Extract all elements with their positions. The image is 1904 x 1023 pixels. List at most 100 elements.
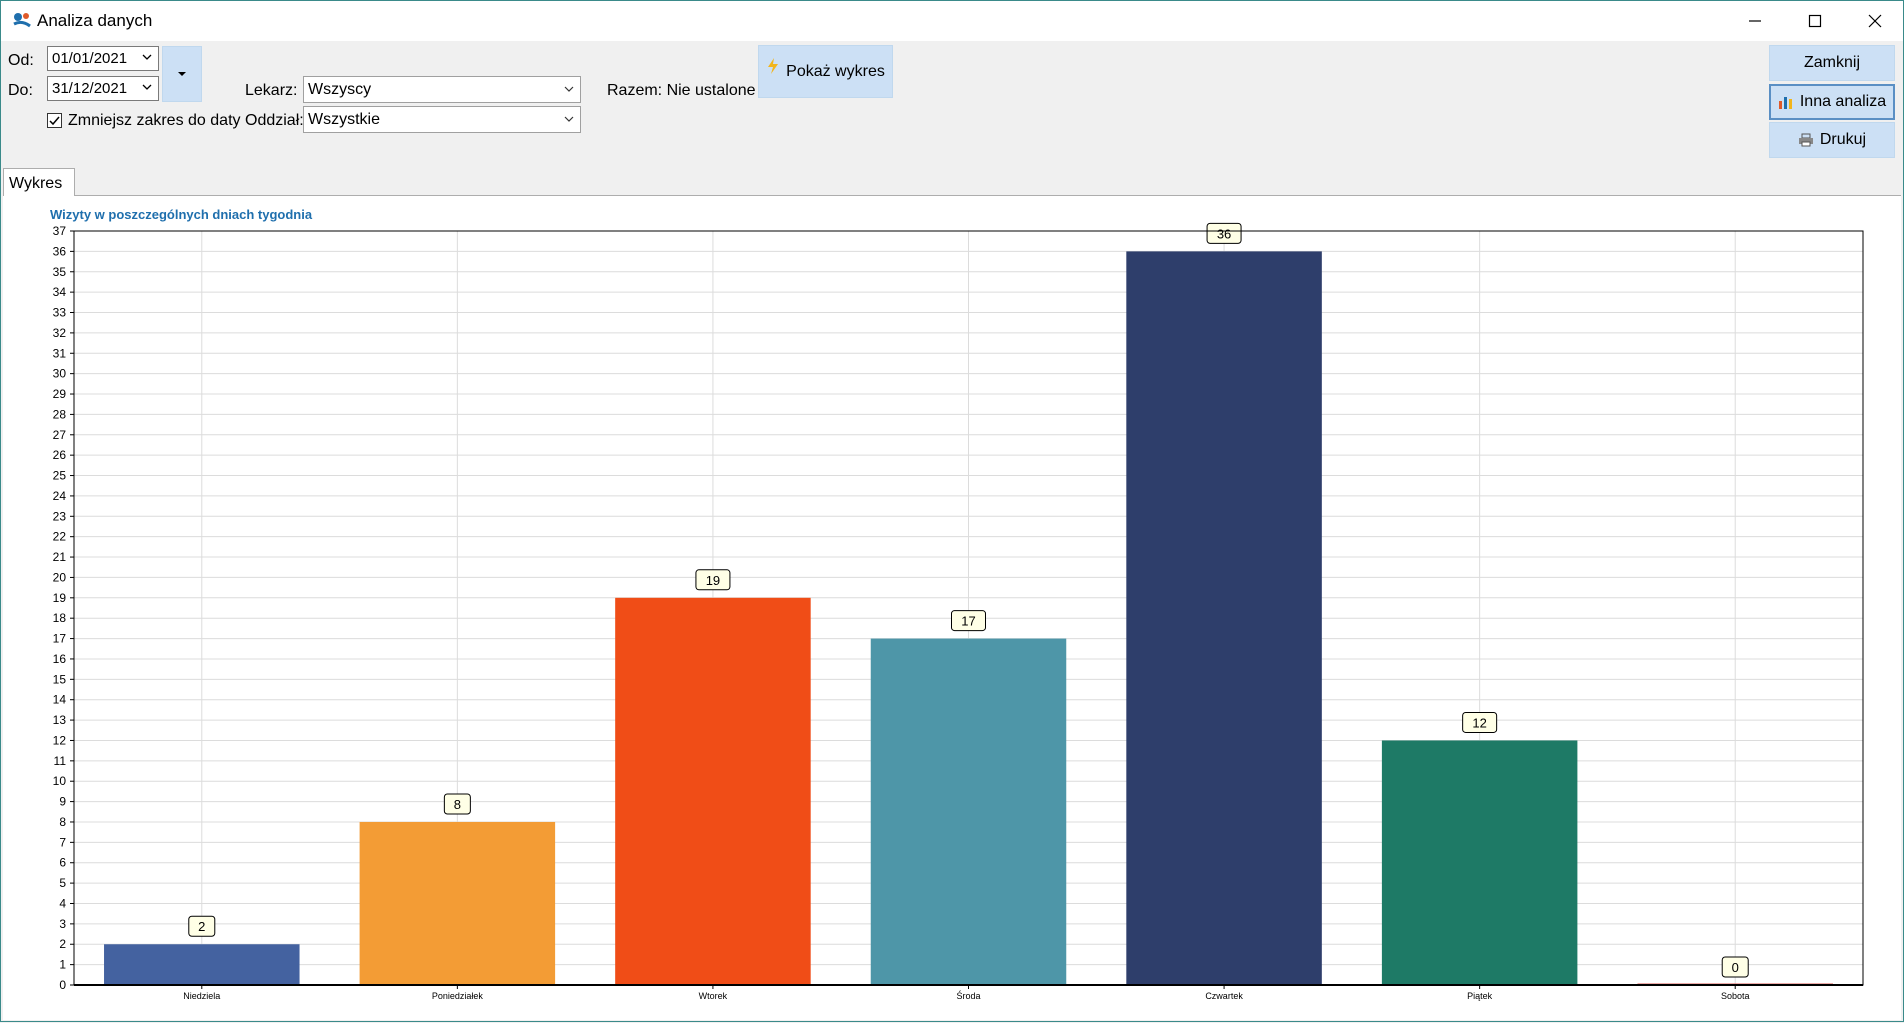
y-tick-label: 6	[59, 856, 66, 870]
y-tick-label: 25	[53, 469, 67, 483]
y-tick-label: 15	[53, 672, 67, 686]
y-tick-label: 28	[53, 407, 67, 421]
chevron-down-icon	[142, 84, 152, 90]
data-label-box	[951, 610, 986, 632]
print-label: Drukuj	[1819, 131, 1867, 148]
bar	[1381, 740, 1578, 985]
print-button[interactable]: Drukuj	[1769, 122, 1895, 158]
dropdown-arrow-icon	[178, 72, 186, 76]
y-tick-label: 1	[59, 958, 66, 972]
bar	[1126, 251, 1322, 986]
date-range-menu-button[interactable]	[162, 46, 202, 102]
to-date-value: 31/12/2021	[52, 80, 128, 97]
from-date-field[interactable]: 01/01/2021	[47, 46, 159, 71]
y-tick-label: 10	[53, 774, 67, 788]
y-tick-label: 2	[59, 937, 66, 951]
bar	[104, 944, 300, 985]
x-tick-label: Poniedziałek	[432, 991, 484, 1001]
y-tick-label: 22	[53, 530, 67, 544]
tab-chart[interactable]: Wykres	[3, 168, 75, 196]
data-label: 19	[706, 573, 720, 588]
minimize-icon	[1749, 20, 1761, 22]
app-icon	[13, 13, 31, 28]
department-select[interactable]: Wszystkie	[303, 106, 581, 133]
bar-chart-icon	[1778, 97, 1792, 109]
from-label: Od:	[8, 52, 34, 69]
y-tick-label: 27	[53, 428, 67, 442]
y-tick-label: 9	[59, 795, 66, 809]
to-date-field[interactable]: 31/12/2021	[47, 76, 159, 101]
data-label-box	[1462, 711, 1498, 733]
bar	[615, 597, 811, 985]
y-tick-label: 19	[53, 591, 67, 605]
y-tick-label: 33	[53, 306, 67, 320]
close-icon	[1868, 14, 1882, 28]
data-label-box	[1206, 222, 1242, 244]
other-analysis-label: Inna analiza	[1799, 93, 1887, 110]
window-title: Analiza danych	[37, 11, 153, 30]
x-tick-label: Niedziela	[183, 991, 220, 1001]
x-tick-label: Wtorek	[699, 991, 728, 1001]
data-label-box	[1721, 956, 1749, 978]
y-tick-label: 14	[53, 693, 67, 707]
close-window-button[interactable]	[1847, 1, 1903, 41]
y-tick-label: 13	[53, 713, 67, 727]
y-tick-label: 12	[53, 733, 67, 747]
y-tick-label: 0	[59, 978, 66, 992]
narrow-range-label: Zmniejsz zakres do daty	[68, 112, 241, 129]
maximize-icon	[1808, 14, 1822, 28]
filter-toolbar	[1, 41, 1903, 169]
department-label: Oddział:	[245, 112, 304, 129]
x-tick-label: Sobota	[1721, 991, 1750, 1001]
minimize-button[interactable]	[1727, 1, 1783, 41]
department-value: Wszystkie	[308, 111, 380, 128]
bar	[359, 821, 556, 985]
other-analysis-button[interactable]: Inna analiza	[1769, 84, 1895, 120]
y-tick-label: 36	[53, 244, 67, 258]
y-tick-label: 21	[53, 550, 67, 564]
x-tick-label: Czwartek	[1205, 991, 1243, 1001]
data-label: 8	[454, 797, 461, 812]
lightning-icon	[768, 57, 779, 74]
y-tick-label: 26	[53, 448, 67, 462]
chart-title: Wizyty w poszczególnych dniach tygodnia	[50, 207, 313, 222]
y-tick-label: 35	[53, 265, 67, 279]
maximize-button[interactable]	[1787, 1, 1843, 41]
x-tick-label: Piątek	[1467, 991, 1493, 1001]
y-tick-label: 31	[53, 346, 67, 360]
y-tick-label: 20	[53, 570, 67, 584]
to-label: Do:	[8, 82, 33, 99]
data-label-box	[695, 569, 731, 591]
total-text: Razem: Nie ustalone	[607, 82, 756, 99]
doctor-label: Lekarz:	[245, 82, 298, 99]
y-tick-label: 32	[53, 326, 67, 340]
data-label: 17	[961, 614, 975, 629]
y-tick-label: 18	[53, 611, 67, 625]
data-label-box	[443, 793, 471, 815]
doctor-select[interactable]: Wszyscy	[303, 76, 581, 103]
title-bar: Analiza danych	[1, 1, 1903, 41]
y-tick-label: 8	[59, 815, 66, 829]
chevron-down-icon	[564, 116, 574, 122]
y-tick-label: 29	[53, 387, 67, 401]
show-chart-button[interactable]: Pokaż wykres	[758, 45, 893, 98]
data-label: 0	[1732, 960, 1739, 975]
bar	[870, 638, 1067, 985]
checkmark-icon	[49, 116, 60, 126]
close-button[interactable]: Zamknij	[1769, 45, 1895, 81]
y-tick-label: 16	[53, 652, 67, 666]
y-tick-label: 11	[54, 754, 67, 768]
y-tick-label: 24	[53, 489, 67, 503]
chevron-down-icon	[564, 86, 574, 92]
narrow-range-checkbox[interactable]	[47, 113, 62, 128]
doctor-value: Wszyscy	[308, 81, 372, 98]
data-label: 2	[198, 919, 205, 934]
y-tick-label: 7	[59, 835, 66, 849]
y-tick-label: 3	[59, 917, 66, 931]
from-date-value: 01/01/2021	[52, 50, 128, 67]
y-tick-label: 4	[59, 896, 66, 910]
chevron-down-icon	[142, 54, 152, 60]
x-tick-label: Środa	[956, 990, 980, 1001]
